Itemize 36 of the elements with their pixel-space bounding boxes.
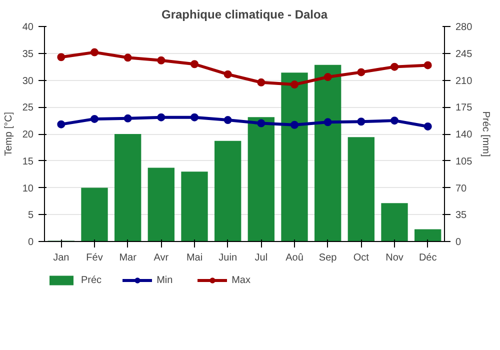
chart-title: Graphique climatique - Daloa — [161, 8, 328, 22]
y-tick-label: 5 — [28, 210, 34, 222]
x-tick-label: Oct — [353, 252, 370, 264]
x-tick-label: Jul — [254, 252, 268, 264]
y2-tick-label: 280 — [456, 22, 473, 33]
x-tick-label: Aoû — [286, 252, 304, 264]
y-axis-title: Temp [°C] — [3, 112, 14, 156]
legend-label: Préc — [81, 274, 102, 286]
x-tick-label: Fév — [86, 252, 103, 264]
y2-tick-label: 70 — [456, 183, 468, 194]
y2-tick-label: 175 — [456, 102, 473, 114]
y-tick-label: 40 — [22, 22, 34, 33]
y2-tick-label: 105 — [456, 156, 473, 168]
x-tick-label: Mar — [119, 252, 138, 264]
y-tick-label: 35 — [22, 48, 34, 60]
y2-tick-label: 210 — [456, 76, 473, 87]
x-tick-label: Juin — [218, 252, 238, 264]
x-tick-label: Sep — [318, 252, 338, 264]
x-tick-label: Mai — [186, 252, 203, 264]
x-tick-label: Avr — [154, 252, 170, 264]
y2-tick-label: 140 — [456, 130, 473, 140]
y-tick-label: 0 — [28, 237, 34, 248]
y2-tick-label: 245 — [456, 48, 473, 60]
y-tick-label: 30 — [22, 76, 34, 87]
legend-label: Max — [232, 274, 252, 286]
y-tick-label: 10 — [22, 183, 34, 194]
legend-label: Min — [156, 274, 174, 286]
y2-tick-label: 0 — [456, 237, 462, 248]
y-tick-label: 25 — [22, 102, 34, 114]
x-tick-label: Déc — [418, 252, 437, 264]
y-tick-label: 20 — [22, 130, 34, 140]
y-tick-label: 15 — [22, 156, 34, 168]
x-tick-label: Jan — [53, 252, 70, 264]
x-tick-label: Nov — [386, 252, 404, 264]
y2-axis-title: Préc [mm] — [480, 111, 492, 157]
y2-tick-label: 35 — [456, 210, 468, 222]
